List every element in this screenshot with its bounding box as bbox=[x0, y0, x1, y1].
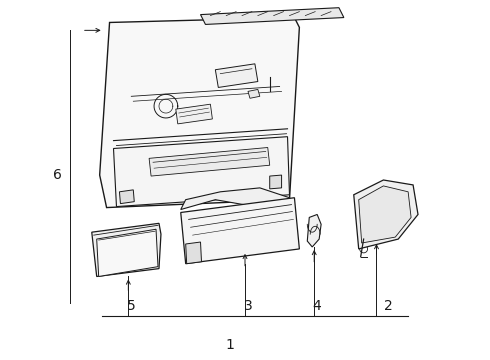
Polygon shape bbox=[248, 89, 260, 98]
Text: 1: 1 bbox=[226, 338, 235, 352]
Text: 2: 2 bbox=[384, 299, 392, 313]
Text: 4: 4 bbox=[313, 299, 321, 313]
Polygon shape bbox=[186, 242, 201, 264]
Polygon shape bbox=[97, 229, 158, 276]
Polygon shape bbox=[359, 186, 411, 243]
Polygon shape bbox=[120, 190, 134, 204]
Polygon shape bbox=[181, 188, 294, 215]
Circle shape bbox=[268, 75, 271, 78]
Polygon shape bbox=[181, 198, 299, 264]
Polygon shape bbox=[99, 18, 299, 208]
Polygon shape bbox=[270, 175, 282, 189]
Polygon shape bbox=[215, 64, 258, 87]
Text: 3: 3 bbox=[244, 299, 252, 313]
Polygon shape bbox=[114, 137, 290, 207]
Polygon shape bbox=[149, 148, 270, 176]
Polygon shape bbox=[176, 104, 212, 124]
Polygon shape bbox=[354, 180, 418, 249]
Text: 6: 6 bbox=[53, 168, 62, 182]
Polygon shape bbox=[200, 8, 344, 24]
Polygon shape bbox=[307, 215, 321, 247]
Text: 5: 5 bbox=[127, 299, 136, 313]
Polygon shape bbox=[92, 223, 161, 276]
